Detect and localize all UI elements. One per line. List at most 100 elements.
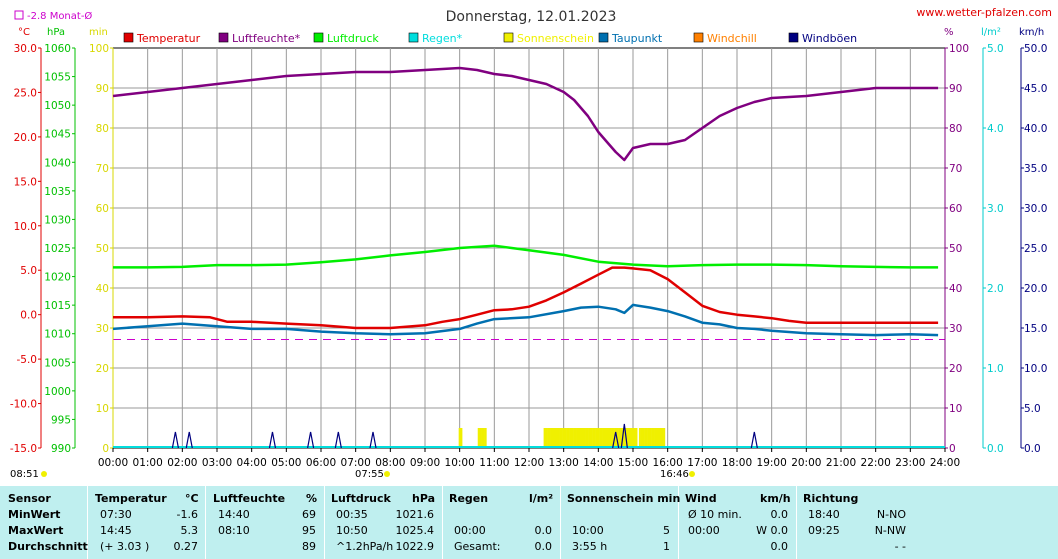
stats-cell-w_time: Ø 10 min. bbox=[688, 508, 742, 521]
stats-separator bbox=[324, 486, 325, 559]
sunshine-bar bbox=[644, 428, 647, 448]
sunshine-bar bbox=[566, 428, 569, 448]
axis-tick-label: 2.0 bbox=[987, 283, 1004, 295]
sunshine-bar bbox=[569, 428, 572, 448]
axis-tick-label: 30.0 bbox=[14, 43, 37, 55]
x-tick-label: 19:00 bbox=[757, 457, 787, 469]
legend-swatch bbox=[313, 32, 324, 43]
stats-cell-t_val: 5.3 bbox=[180, 524, 199, 537]
stats-header-temperature: Temperatur bbox=[95, 492, 167, 505]
sunshine-bar bbox=[545, 428, 548, 448]
gust-mark bbox=[369, 431, 377, 449]
stats-header-humidity: Luftfeuchte bbox=[213, 492, 286, 505]
gust-mark bbox=[171, 431, 179, 449]
sunshine-bar bbox=[638, 428, 641, 448]
sunshine-bar bbox=[652, 428, 655, 448]
axis-tick-label: 40 bbox=[949, 283, 962, 295]
legend-label: Windböen bbox=[802, 32, 857, 45]
sunrise-icon bbox=[384, 471, 390, 477]
axis-tick-label: 3.0 bbox=[987, 203, 1004, 215]
stats-cell-h_time: 14:40 bbox=[218, 508, 250, 521]
stats-header-humidity-unit: % bbox=[306, 492, 318, 505]
sunshine-bar bbox=[479, 428, 482, 448]
sunshine-bar bbox=[550, 428, 553, 448]
sunshine-bar bbox=[571, 428, 574, 448]
sunshine-bar bbox=[656, 428, 659, 448]
axis-tick-label: 0 bbox=[102, 443, 109, 455]
x-tick-label: 16:00 bbox=[653, 457, 683, 469]
x-tick-label: 00:00 bbox=[98, 457, 128, 469]
stats-cell-p_val: 1025.4 bbox=[395, 524, 435, 537]
unit-hpa: hPa bbox=[47, 27, 65, 38]
sunshine-bar bbox=[661, 428, 664, 448]
axis-tick-label: 90 bbox=[949, 83, 962, 95]
axis-tick-label: 80 bbox=[96, 123, 109, 135]
stats-separator bbox=[442, 486, 443, 559]
x-tick-label: 14:00 bbox=[583, 457, 613, 469]
sunshine-bar bbox=[593, 428, 596, 448]
sunshine-bar bbox=[602, 428, 605, 448]
sunset-time: 16:46 bbox=[660, 469, 689, 480]
sunshine-bar bbox=[595, 428, 598, 448]
sun-icon bbox=[41, 471, 47, 477]
sunshine-bar bbox=[460, 428, 463, 448]
sunshine-bar bbox=[567, 428, 570, 448]
axis-tick-label: 15.0 bbox=[1024, 323, 1047, 335]
axis-tick-label: -10.0 bbox=[10, 399, 37, 411]
sunshine-bar bbox=[633, 428, 636, 448]
series-line-taupunkt bbox=[112, 303, 939, 337]
x-tick-label: 02:00 bbox=[167, 457, 197, 469]
sunshine-bar bbox=[564, 428, 567, 448]
axis-tick-label: 100 bbox=[949, 43, 969, 55]
sunshine-bar bbox=[580, 428, 582, 448]
stats-header-sensor: Sensor bbox=[8, 492, 51, 505]
legend-label: Temperatur bbox=[136, 32, 201, 45]
sunshine-bar bbox=[554, 428, 556, 448]
snapshot-time: 08:51 bbox=[10, 469, 39, 480]
axis-tick-label: 30.0 bbox=[1024, 203, 1047, 215]
stats-cell-w_val: 0.0 bbox=[770, 540, 789, 553]
stats-cell-r_val: 0.0 bbox=[534, 540, 553, 553]
stats-cell-h_val: 89 bbox=[302, 540, 316, 553]
gust-mark bbox=[334, 431, 342, 449]
legend: Temperatur Luftfeuchte* Luftdruck Regen* Son… bbox=[123, 32, 857, 45]
axis-tick-label: 30 bbox=[96, 323, 109, 335]
stats-cell-label: MaxWert bbox=[8, 524, 64, 537]
stats-cell-h_val: 95 bbox=[302, 524, 316, 537]
axis-tick-label: 90 bbox=[96, 83, 109, 95]
x-tick-label: 10:00 bbox=[445, 457, 475, 469]
sunshine-bar bbox=[628, 428, 631, 448]
legend-swatch bbox=[788, 32, 799, 43]
axis-tick-label: 60 bbox=[949, 203, 962, 215]
sunshine-bar bbox=[555, 428, 558, 448]
x-tick-label: 23:00 bbox=[895, 457, 925, 469]
stats-cell-t_time: (+ 3.03 ) bbox=[100, 540, 150, 553]
sunshine-bar bbox=[599, 428, 602, 448]
legend-swatch bbox=[218, 32, 229, 43]
series-line-luftfeuchte bbox=[112, 66, 939, 162]
sunset-icon bbox=[689, 471, 695, 477]
site-link[interactable]: www.wetter-pfalzen.com bbox=[916, 6, 1052, 19]
sunshine-bar bbox=[649, 428, 652, 448]
sunshine-bar bbox=[585, 428, 588, 448]
axis-tick-label: 1005 bbox=[44, 357, 71, 369]
stats-cell-d_time: 09:25 bbox=[808, 524, 840, 537]
sunshine-bar bbox=[477, 428, 480, 448]
stats-header-wind: Wind bbox=[685, 492, 717, 505]
sunshine-bar bbox=[618, 428, 621, 448]
axis-tick-label: 5.0 bbox=[987, 43, 1004, 55]
unit-lm2: l/m² bbox=[981, 27, 1001, 38]
axis-tick-label: 40.0 bbox=[1024, 123, 1047, 135]
axis-tick-label: 45.0 bbox=[1024, 83, 1047, 95]
axis-tick-label: 20 bbox=[949, 363, 962, 375]
axis-tick-label: 4.0 bbox=[987, 123, 1004, 135]
x-tick-label: 11:00 bbox=[479, 457, 509, 469]
stats-cell-h_time: 08:10 bbox=[218, 524, 250, 537]
axis-tick-label: 100 bbox=[89, 43, 109, 55]
sunshine-bar bbox=[458, 428, 461, 448]
axes: 30.0 25.0 20.0 15.0 10.0 5.0 0.0 -5.0 -10.0 -15.0… bbox=[10, 43, 1048, 469]
sunshine-bar bbox=[651, 428, 654, 448]
legend-swatch bbox=[693, 32, 704, 43]
axis-tick-label: 1020 bbox=[44, 272, 71, 284]
month-avg-icon bbox=[14, 10, 24, 20]
